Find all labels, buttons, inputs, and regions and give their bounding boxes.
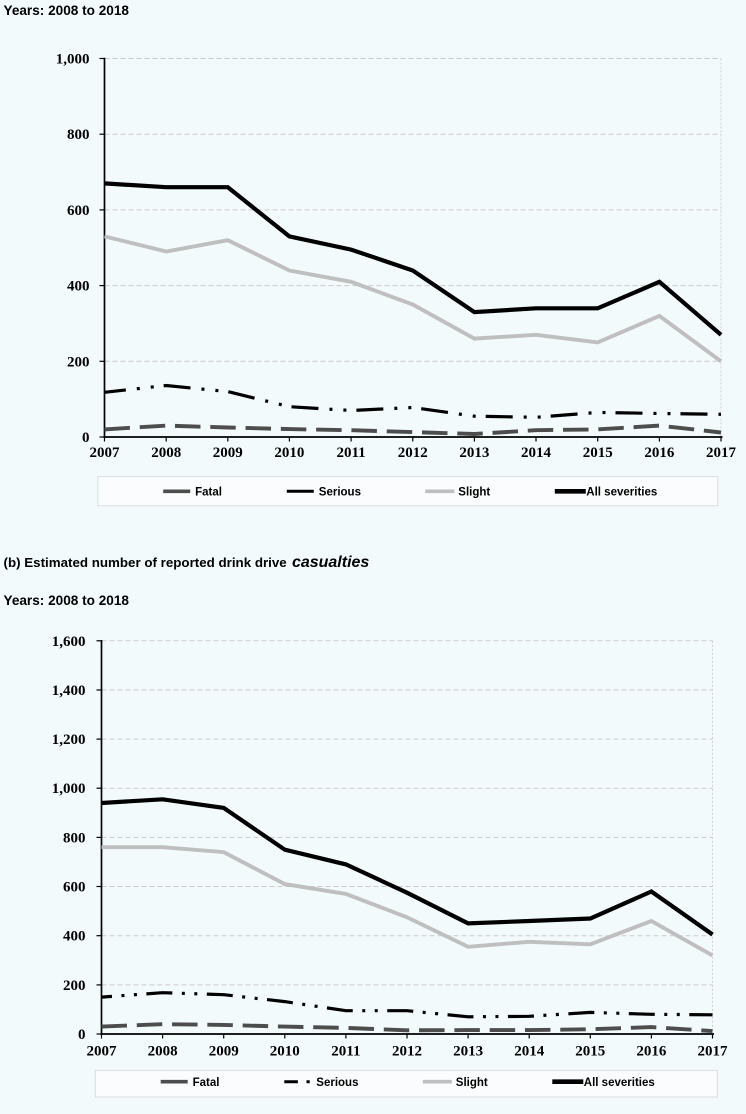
svg-text:Years: 2008 to 2018: Years: 2008 to 2018 <box>4 3 130 18</box>
svg-text:2009: 2009 <box>213 445 243 461</box>
svg-text:1,200: 1,200 <box>52 732 86 748</box>
svg-text:Fatal: Fatal <box>193 1077 220 1089</box>
svg-text:400: 400 <box>67 279 90 295</box>
svg-text:2015: 2015 <box>583 445 613 461</box>
svg-text:All severities: All severities <box>586 487 657 499</box>
svg-text:Slight: Slight <box>456 1077 488 1089</box>
svg-text:All severities: All severities <box>584 1077 655 1089</box>
svg-text:2010: 2010 <box>274 445 304 461</box>
svg-text:200: 200 <box>63 978 86 994</box>
svg-text:1,600: 1,600 <box>52 634 86 650</box>
svg-text:Years: 2008 to 2018: Years: 2008 to 2018 <box>4 593 130 608</box>
svg-text:Serious: Serious <box>316 1077 358 1089</box>
svg-text:2010: 2010 <box>270 1044 300 1060</box>
svg-text:2017: 2017 <box>698 1044 729 1060</box>
svg-text:2012: 2012 <box>398 445 428 461</box>
svg-text:2013: 2013 <box>459 445 489 461</box>
svg-text:2011: 2011 <box>331 1044 360 1060</box>
svg-text:2008: 2008 <box>148 1044 178 1060</box>
svg-text:2011: 2011 <box>337 445 366 461</box>
svg-text:2014: 2014 <box>514 1044 545 1060</box>
svg-text:Slight: Slight <box>458 487 490 499</box>
svg-text:2016: 2016 <box>636 1044 667 1060</box>
svg-text:2009: 2009 <box>209 1044 239 1060</box>
svg-text:Fatal: Fatal <box>195 487 222 499</box>
svg-text:600: 600 <box>67 203 90 219</box>
svg-text:800: 800 <box>67 127 90 143</box>
svg-text:200: 200 <box>67 354 90 370</box>
svg-text:1,000: 1,000 <box>52 781 86 797</box>
svg-text:1,000: 1,000 <box>56 52 90 68</box>
svg-text:2007: 2007 <box>90 445 121 461</box>
svg-text:2014: 2014 <box>521 445 552 461</box>
svg-text:2013: 2013 <box>453 1044 483 1060</box>
svg-text:1,400: 1,400 <box>52 683 86 699</box>
svg-text:800: 800 <box>63 830 86 846</box>
svg-text:2015: 2015 <box>575 1044 605 1060</box>
svg-text:(b) Estimated number of report: (b) Estimated number of reported drink d… <box>4 554 370 571</box>
svg-text:2007: 2007 <box>87 1044 118 1060</box>
svg-text:400: 400 <box>63 929 86 945</box>
svg-text:0: 0 <box>82 430 90 446</box>
svg-text:2016: 2016 <box>644 445 675 461</box>
svg-text:2012: 2012 <box>392 1044 422 1060</box>
svg-text:600: 600 <box>63 880 86 896</box>
svg-text:2017: 2017 <box>706 445 737 461</box>
svg-text:Serious: Serious <box>319 487 361 499</box>
svg-text:0: 0 <box>78 1027 86 1043</box>
svg-text:2008: 2008 <box>151 445 181 461</box>
